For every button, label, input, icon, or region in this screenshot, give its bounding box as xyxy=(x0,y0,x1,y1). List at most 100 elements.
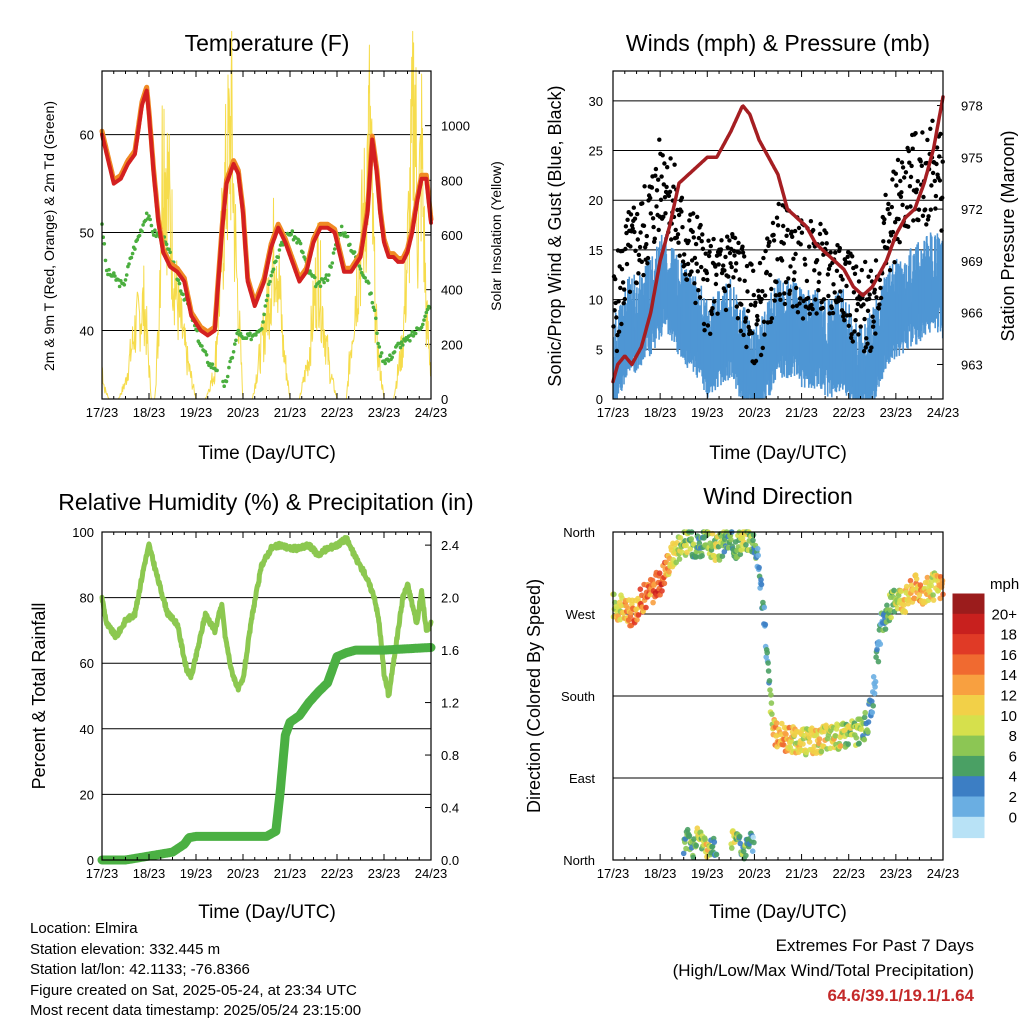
x-tick-label: 18/23 xyxy=(644,405,677,420)
wind-gust-point xyxy=(782,301,788,307)
wind-gust-point xyxy=(852,271,858,276)
wind-direction-point xyxy=(769,711,775,717)
wind-gust-point xyxy=(817,231,823,237)
wind-gust-point xyxy=(777,292,782,297)
x-tick-label: 23/23 xyxy=(368,405,401,420)
wind-gust-point xyxy=(821,297,827,302)
wind-direction-point xyxy=(891,587,897,594)
wind-direction-title: Wind Direction xyxy=(703,483,853,509)
station-location: Location: Elmira xyxy=(30,920,138,937)
wind-gust-point xyxy=(783,280,789,285)
wind-gust-point xyxy=(653,173,658,178)
wind-gust-point xyxy=(771,238,777,243)
temperature-x-axis-label: Time (Day/UTC) xyxy=(198,443,336,464)
dewpoint-point xyxy=(348,242,352,247)
wind-direction-point xyxy=(765,668,772,674)
wind-gust-point xyxy=(649,185,655,190)
dewpoint-point xyxy=(366,281,371,285)
dewpoint-point xyxy=(408,339,412,343)
wind-gust-point xyxy=(781,223,786,229)
wind-gust-point xyxy=(662,161,667,166)
wind-gust-point xyxy=(854,264,859,269)
wind-gust-point xyxy=(733,268,738,273)
wind-gust-point xyxy=(754,322,759,327)
wind-direction-point xyxy=(693,554,699,560)
wind-gust-point xyxy=(744,263,750,269)
y-tick-label: 5 xyxy=(596,342,603,357)
pressure-line xyxy=(611,95,945,384)
wind-gust-point xyxy=(693,300,698,306)
wind-gust-point xyxy=(768,272,773,278)
wind-direction-point xyxy=(637,586,644,592)
dewpoint-point xyxy=(234,338,238,343)
wind-direction-point xyxy=(625,617,632,623)
dewpoint-point xyxy=(298,241,303,246)
wind-direction-point xyxy=(873,654,879,660)
wind-gust-point xyxy=(753,300,758,305)
wind-gust-point xyxy=(702,328,707,333)
wind-direction-point xyxy=(911,595,918,602)
wind-gust-point xyxy=(913,131,918,136)
winds-y-axis-label: Sonic/Prop Wind & Gust (Blue, Black) xyxy=(545,85,565,386)
relative-humidity-line xyxy=(99,535,434,699)
wind-gust-point xyxy=(686,238,691,244)
wind-gust-point xyxy=(770,220,776,226)
dewpoint-point xyxy=(113,274,117,278)
colorbar-swatch xyxy=(952,755,985,778)
wind-gust-point xyxy=(705,277,710,283)
wind-direction-point xyxy=(702,836,708,843)
wind-direction-point xyxy=(754,545,761,552)
wind-gust-point xyxy=(826,293,831,299)
wind-direction-point xyxy=(751,839,757,846)
dewpoint-point xyxy=(122,283,127,287)
dewpoint-point xyxy=(210,362,215,367)
wind-gust-point xyxy=(741,332,746,338)
wind-gust-point xyxy=(847,260,852,265)
wind-direction-point xyxy=(779,720,785,727)
wind-gust-point xyxy=(805,295,811,301)
wind-gust-point xyxy=(622,287,627,292)
wind-gust-point xyxy=(710,306,715,311)
colorbar-label: 2 xyxy=(1009,789,1017,806)
wind-gust-point xyxy=(711,236,716,242)
wind-gust-point xyxy=(814,311,819,316)
wind-direction-point xyxy=(715,543,722,550)
wind-gust-point xyxy=(769,316,775,321)
wind-direction-point xyxy=(875,658,882,665)
wind-direction-point xyxy=(643,604,649,611)
plot-frame xyxy=(101,531,432,861)
wind-gust-point xyxy=(673,227,678,233)
wind-gust-point xyxy=(704,270,709,276)
dewpoint-point xyxy=(322,280,326,285)
wind-gust-point xyxy=(645,261,650,266)
y-tick-label: 80 xyxy=(80,591,94,606)
dewpoint-point xyxy=(249,337,253,342)
wind-gust-point xyxy=(764,269,769,275)
dewpoint-point xyxy=(133,247,137,251)
wind-gust-point xyxy=(804,278,810,284)
wind-direction-point xyxy=(761,604,768,611)
wind-gust-point xyxy=(683,272,688,277)
wind-gust-point xyxy=(696,235,702,241)
x-tick-label: 20/23 xyxy=(227,866,260,881)
wind-gust-point xyxy=(635,211,640,217)
wind-gust-point xyxy=(915,179,920,184)
wind-gust-point xyxy=(877,277,883,283)
y-tick-label: 0 xyxy=(87,853,94,868)
wind-gust-point xyxy=(792,270,797,275)
wind-gust-point xyxy=(632,216,638,221)
wind-gust-point xyxy=(755,317,760,323)
dewpoint-point xyxy=(331,251,336,255)
wind-gust-point xyxy=(832,290,837,295)
wind-direction-point xyxy=(888,614,894,621)
wind-gust-point xyxy=(849,332,854,337)
wind-gust-point xyxy=(904,205,910,210)
y2-tick-label: 2.0 xyxy=(441,591,459,606)
wind-gust-point xyxy=(623,224,629,229)
wind-gust-point xyxy=(622,296,627,302)
wind-direction-point xyxy=(661,580,668,587)
y-tick-label: 0 xyxy=(596,392,603,407)
wind-direction-point xyxy=(861,736,868,743)
wind-direction-point xyxy=(877,641,884,647)
wind-gust-point xyxy=(725,245,730,250)
